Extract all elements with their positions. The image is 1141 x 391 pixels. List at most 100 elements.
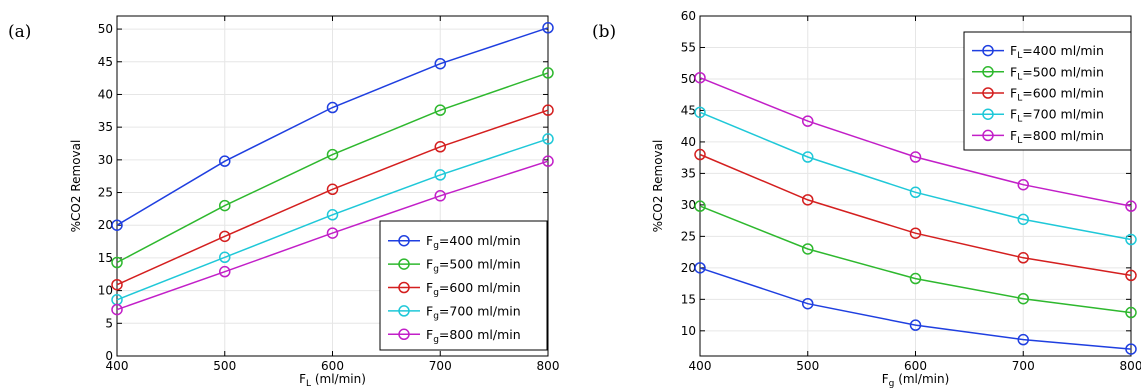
- legend-label: FL=700 ml/min: [1010, 107, 1104, 125]
- y-tick-label: 0: [105, 349, 113, 363]
- x-tick-label: 600: [904, 359, 927, 373]
- y-tick-label: 15: [98, 251, 113, 265]
- x-axis-label: FL (ml/min): [299, 372, 366, 389]
- data-point: [1125, 306, 1137, 319]
- data-point: [694, 200, 706, 212]
- legend-label: FL=500 ml/min: [1010, 64, 1104, 82]
- y-tick-label: 45: [98, 55, 113, 69]
- data-point: [326, 209, 339, 221]
- data-point: [694, 71, 706, 84]
- ticks: 400 500 600 700 800 10 15 20 25 30 35 40 45 50 55 60: [681, 9, 1141, 373]
- data-point: [802, 115, 814, 127]
- x-tick-label: 800: [1120, 359, 1141, 373]
- x-axis-label: Fg (ml/min): [882, 372, 950, 389]
- x-axis-label-main: F: [882, 372, 889, 386]
- legend-label-sub: L: [1017, 72, 1022, 82]
- data-point: [219, 199, 231, 212]
- legend-marker: [982, 66, 994, 78]
- data-point: [802, 151, 814, 163]
- chart-a: (a)400 500 600 700 80005101520253035404550FL…: [8, 15, 560, 389]
- legend-label-rest: =800 ml/min: [1022, 128, 1104, 143]
- legend-item: FL=400 ml/min: [972, 43, 1104, 61]
- legend-label-main: F: [426, 327, 433, 342]
- legend-marker: [982, 87, 994, 99]
- data-point: [111, 303, 123, 316]
- data-point: [219, 230, 231, 243]
- data-point: [111, 219, 123, 231]
- legend-label: Fg=800 ml/min: [426, 327, 521, 345]
- y-tick-label: 35: [98, 120, 113, 134]
- y-tick-label: 50: [98, 22, 113, 36]
- y-tick-label: 5: [105, 316, 113, 330]
- legend-label-sub: L: [1017, 51, 1022, 61]
- legend-label-sub: L: [1017, 136, 1022, 146]
- legend-marker: [982, 129, 994, 142]
- series-line: [699, 77, 1132, 207]
- legend-label: FL=400 ml/min: [1010, 43, 1104, 61]
- legend-label-rest: =800 ml/min: [439, 327, 521, 342]
- data-point: [326, 183, 339, 196]
- legend-label-rest: =400 ml/min: [439, 233, 521, 248]
- x-tick-label: 600: [321, 359, 344, 373]
- y-tick-label: 25: [98, 186, 113, 200]
- legend-label-main: F: [1010, 107, 1017, 122]
- y-tick-label: 10: [681, 324, 696, 338]
- data-point: [542, 133, 554, 145]
- legend-label-main: F: [1010, 86, 1017, 101]
- y-tick-label: 25: [681, 229, 696, 243]
- legend-label-rest: =700 ml/min: [1022, 107, 1104, 122]
- legend-item: Fg=500 ml/min: [388, 257, 521, 275]
- legend-label: Fg=500 ml/min: [426, 257, 521, 275]
- chart-b: (b) 400 500 600 700 800 10 15 20 25 30 35 40 45 50 55 60…: [592, 9, 1141, 389]
- data-point: [1125, 343, 1137, 355]
- legend-label-sub: g: [433, 265, 439, 275]
- data-point: [1017, 333, 1029, 346]
- series-line: [699, 205, 1132, 314]
- data-point: [802, 243, 814, 255]
- y-tick-label: 20: [98, 218, 113, 232]
- series-4: [111, 133, 554, 306]
- series-line: [116, 160, 549, 311]
- x-tick-label: 700: [1012, 359, 1035, 373]
- y-tick-label: 40: [98, 87, 113, 101]
- y-tick-label: 55: [681, 40, 696, 54]
- y-tick-label: 60: [681, 9, 696, 23]
- data-point: [802, 194, 814, 206]
- series-1: [694, 262, 1137, 355]
- legend-label-rest: =700 ml/min: [439, 303, 521, 318]
- legend-marker: [398, 328, 410, 341]
- legend-marker: [982, 44, 994, 57]
- data-point: [802, 297, 814, 310]
- legend-label: FL=800 ml/min: [1010, 128, 1104, 146]
- data-point: [1125, 200, 1137, 212]
- data-point: [219, 265, 231, 278]
- series-2: [111, 67, 554, 269]
- legend-label: FL=600 ml/min: [1010, 86, 1104, 104]
- x-axis-label-rest: (ml/min): [894, 372, 949, 386]
- legend-marker: [398, 234, 410, 247]
- data-point: [326, 101, 339, 114]
- legend-label-main: F: [426, 233, 433, 248]
- ticks: 400 500 600 700 800 0 5 10 15 20 25 30 35 40 45 50: [98, 16, 560, 373]
- data-point: [219, 155, 231, 167]
- y-tick-label: 10: [98, 284, 113, 298]
- series-line: [699, 267, 1132, 350]
- legend-label-main: F: [426, 257, 433, 272]
- x-tick-label: 700: [429, 359, 452, 373]
- data-point: [909, 319, 922, 331]
- legend-label-rest: =500 ml/min: [1022, 64, 1104, 79]
- panel-label: (b): [592, 22, 616, 42]
- data-point: [434, 104, 446, 116]
- data-point: [434, 141, 446, 153]
- data-point: [542, 22, 554, 34]
- x-tick-label: 800: [537, 359, 560, 373]
- series-3: [111, 104, 554, 291]
- data-point: [434, 169, 446, 181]
- x-tick-label: 500: [213, 359, 236, 373]
- legend-item: Fg=800 ml/min: [388, 327, 521, 345]
- legend-label-main: F: [1010, 43, 1017, 58]
- legend-marker: [398, 305, 410, 317]
